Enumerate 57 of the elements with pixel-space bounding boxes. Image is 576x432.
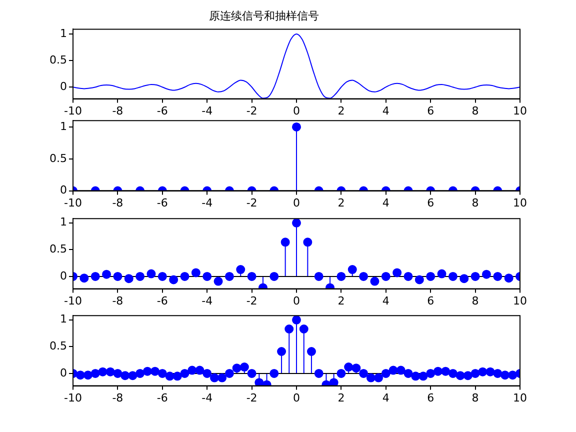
x-tick-label: 10	[513, 294, 527, 308]
x-tick-label: -6	[156, 294, 168, 308]
x-tick-label: 10	[513, 391, 527, 404]
x-tick-label: 8	[472, 294, 479, 308]
x-tick-label: -8	[112, 294, 124, 308]
x-tick-label: -10	[64, 391, 82, 404]
x-tick-label: 10	[513, 196, 527, 210]
x-tick-label: -10	[64, 196, 82, 210]
x-tick-label: -8	[112, 104, 124, 118]
x-tick-label: 6	[427, 196, 434, 210]
x-tick-label: -10	[64, 104, 82, 118]
x-tick-label: -2	[246, 196, 258, 210]
x-tick-label: -6	[156, 104, 168, 118]
x-tick-label: 2	[338, 196, 345, 210]
y-tick-label: 0	[60, 184, 67, 197]
chart-title: 原连续信号和抽样信号	[209, 9, 319, 22]
x-tick-label: -6	[156, 196, 168, 210]
x-tick-label: -8	[112, 391, 124, 404]
y-tick-label: 0.5	[50, 53, 67, 66]
x-tick-label: -2	[246, 391, 258, 404]
x-tick-label: 0	[293, 196, 300, 210]
x-tick-label: 6	[427, 391, 434, 404]
y-tick-label: 1	[60, 312, 67, 326]
y-tick-label: 0	[60, 269, 67, 282]
x-tick-label: 0	[293, 294, 300, 308]
x-tick-label: 4	[382, 294, 390, 308]
y-tick-label: 0.5	[50, 340, 67, 353]
x-tick-label: 10	[513, 104, 527, 118]
x-tick-label: 8	[472, 104, 479, 118]
x-tick-label: -4	[202, 391, 213, 404]
x-tick-label: 6	[427, 294, 434, 308]
x-tick-label: 0	[293, 104, 300, 118]
x-tick-label: 8	[472, 391, 479, 404]
x-tick-label: -2	[246, 294, 258, 308]
x-tick-label: -4	[202, 104, 213, 118]
x-tick-label: 4	[382, 104, 390, 118]
x-tick-label: 4	[382, 196, 390, 210]
y-tick-label: 1	[60, 26, 67, 40]
x-tick-label: 8	[472, 196, 479, 210]
y-tick-label: 0.5	[50, 152, 67, 165]
x-tick-label: 6	[427, 104, 434, 118]
y-tick-label: 0.5	[50, 242, 67, 256]
y-tick-label: 0	[60, 366, 67, 380]
y-tick-label: 0	[60, 80, 67, 93]
y-tick-label: 1	[60, 216, 67, 229]
x-tick-label: 2	[338, 294, 345, 308]
y-tick-label: 1	[60, 120, 67, 133]
x-tick-label: -2	[246, 104, 258, 118]
x-tick-label: 4	[382, 391, 390, 404]
x-tick-label: -4	[202, 196, 213, 210]
x-tick-label: 0	[293, 391, 300, 404]
x-tick-label: -6	[156, 391, 168, 404]
x-tick-label: -8	[112, 196, 124, 210]
x-tick-label: 2	[338, 104, 345, 118]
x-tick-label: -10	[64, 294, 82, 308]
x-tick-label: 2	[338, 391, 345, 404]
x-tick-label: -4	[202, 294, 213, 308]
